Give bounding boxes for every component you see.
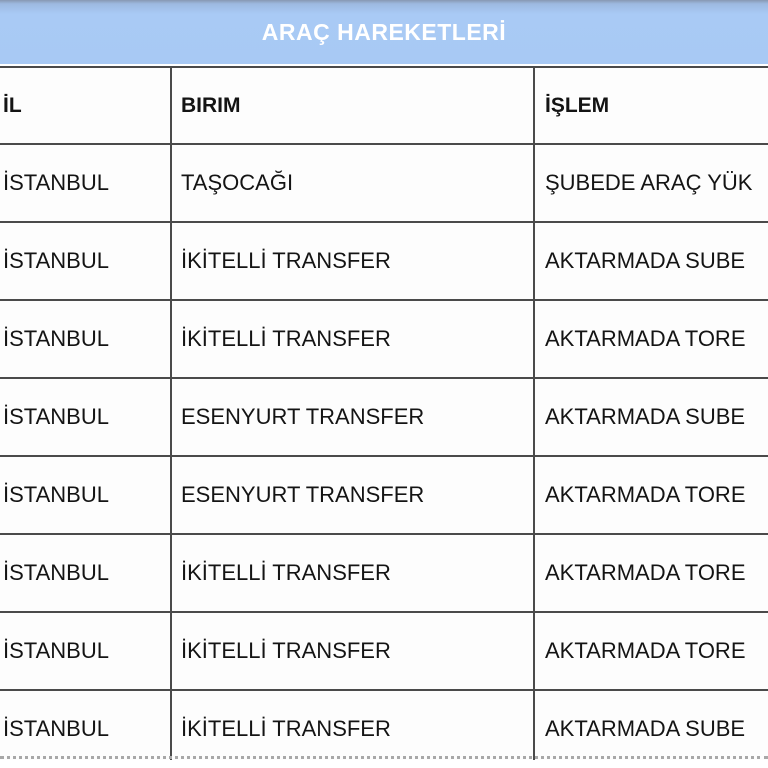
table-row: İSTANBUL İKİTELLİ TRANSFER AKTARMADA TOR… — [0, 535, 768, 613]
cell-islem: AKTARMADA TORE — [533, 457, 768, 533]
cell-il: İSTANBUL — [3, 248, 109, 273]
cell-birim: İKİTELLİ TRANSFER — [170, 223, 533, 299]
cell-il: İSTANBUL — [3, 326, 109, 351]
cell-islem: AKTARMADA SUBE — [533, 379, 768, 455]
cell-islem: AKTARMADA SUBE — [533, 223, 768, 299]
column-header-islem: İŞLEM — [533, 68, 768, 143]
cell-islem: ŞUBEDE ARAÇ YÜK — [533, 145, 768, 221]
cell-islem: AKTARMADA TORE — [533, 301, 768, 377]
table-header-row: İL BIRIM İŞLEM — [0, 68, 768, 145]
cell-birim: ESENYURT TRANSFER — [170, 457, 533, 533]
cell-il: İSTANBUL — [3, 716, 109, 741]
cell-birim: TAŞOCAĞI — [170, 145, 533, 221]
cell-birim: ESENYURT TRANSFER — [170, 379, 533, 455]
cell-il: İSTANBUL — [3, 560, 109, 585]
page-break-dotted-line — [0, 756, 768, 759]
column-header-birim: BIRIM — [170, 68, 533, 143]
table-row: İSTANBUL İKİTELLİ TRANSFER AKTARMADA SUB… — [0, 691, 768, 768]
cell-il: İSTANBUL — [3, 638, 109, 663]
cell-islem: AKTARMADA TORE — [533, 613, 768, 689]
cell-il: İSTANBUL — [3, 404, 109, 429]
table-row: İSTANBUL ESENYURT TRANSFER AKTARMADA SUB… — [0, 379, 768, 457]
cell-islem: AKTARMADA TORE — [533, 535, 768, 611]
column-header-il: İL — [3, 93, 22, 117]
bottom-white-strip — [0, 760, 768, 768]
cell-birim: İKİTELLİ TRANSFER — [170, 301, 533, 377]
table-row: İSTANBUL ESENYURT TRANSFER AKTARMADA TOR… — [0, 457, 768, 535]
report-title-bar: ARAÇ HAREKETLERİ — [0, 0, 768, 64]
vehicle-movements-table: İL BIRIM İŞLEM İSTANBUL TAŞOCAĞI ŞUBEDE … — [0, 66, 768, 768]
report-title: ARAÇ HAREKETLERİ — [261, 18, 507, 45]
cell-birim: İKİTELLİ TRANSFER — [170, 535, 533, 611]
table-row: İSTANBUL TAŞOCAĞI ŞUBEDE ARAÇ YÜK — [0, 145, 768, 223]
cell-il: İSTANBUL — [3, 482, 109, 507]
table-row: İSTANBUL İKİTELLİ TRANSFER AKTARMADA TOR… — [0, 613, 768, 691]
cell-islem: AKTARMADA SUBE — [533, 691, 768, 767]
cell-il: İSTANBUL — [3, 170, 109, 195]
table-row: İSTANBUL İKİTELLİ TRANSFER AKTARMADA TOR… — [0, 301, 768, 379]
table-row: İSTANBUL İKİTELLİ TRANSFER AKTARMADA SUB… — [0, 223, 768, 301]
cell-birim: İKİTELLİ TRANSFER — [170, 613, 533, 689]
cell-birim: İKİTELLİ TRANSFER — [170, 691, 533, 767]
